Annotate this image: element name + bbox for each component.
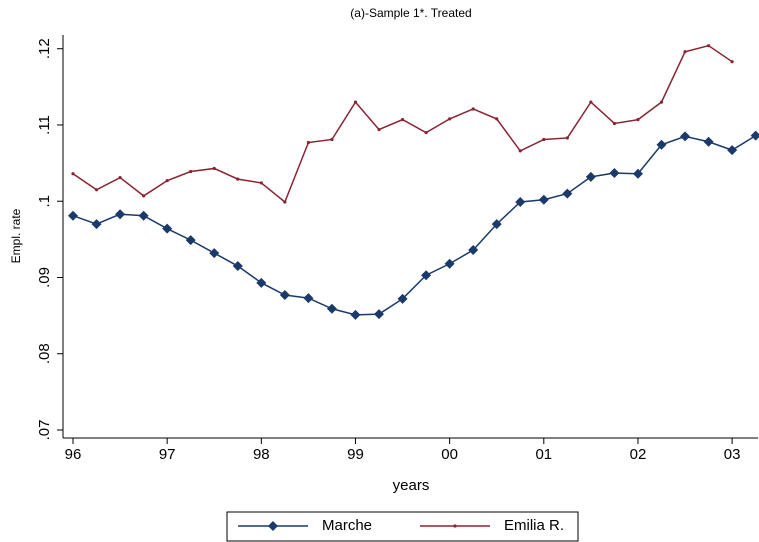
data-point: [750, 130, 759, 141]
data-point: [209, 248, 220, 259]
data-point: [424, 131, 428, 135]
data-point: [162, 223, 173, 234]
chart-title: (a)-Sample 1*. Treated: [350, 6, 471, 20]
data-point: [542, 137, 546, 142]
data-point: [706, 44, 711, 48]
data-point: [491, 219, 502, 230]
data-point: [138, 210, 149, 221]
data-point: [612, 121, 617, 126]
data-point: [374, 309, 385, 320]
data-point: [91, 219, 102, 230]
data-point: [118, 175, 122, 180]
data-point: [400, 118, 405, 122]
legend-marker: [453, 524, 457, 528]
data-point: [115, 209, 126, 220]
y-tick-label: .07: [36, 420, 53, 441]
x-tick-label: 02: [630, 446, 647, 463]
data-point: [656, 139, 667, 150]
y-tick-label: .09: [36, 267, 53, 288]
data-point: [562, 188, 573, 199]
data-point: [232, 261, 243, 272]
data-point: [518, 149, 522, 153]
data-point: [68, 210, 78, 221]
data-point: [353, 100, 358, 104]
data-point: [189, 169, 193, 174]
data-point: [632, 168, 643, 179]
data-point: [279, 290, 290, 301]
y-tick-label: .11: [36, 115, 53, 135]
data-point: [306, 140, 310, 145]
x-tick-label: 98: [253, 446, 270, 463]
x-tick-label: 97: [159, 446, 176, 463]
data-point: [212, 166, 216, 171]
data-point: [515, 196, 526, 207]
data-point: [185, 235, 196, 246]
data-point: [683, 50, 687, 54]
data-point: [94, 188, 99, 192]
data-point: [609, 168, 620, 179]
data-point: [259, 181, 263, 185]
data-point: [444, 258, 455, 269]
x-tick-label: 03: [724, 446, 741, 463]
x-axis-label: years: [393, 477, 430, 494]
legend-marker: [268, 521, 278, 531]
data-point: [236, 177, 240, 181]
data-point: [703, 136, 714, 147]
y-tick-label: .12: [36, 38, 53, 59]
data-point: [350, 309, 361, 320]
data-point: [680, 131, 691, 142]
data-point: [565, 136, 569, 140]
data-point: [377, 127, 381, 132]
x-tick-label: 99: [347, 446, 364, 463]
data-point: [538, 194, 549, 205]
data-point: [303, 293, 314, 304]
data-point: [636, 118, 640, 122]
data-point: [165, 179, 169, 183]
data-point: [397, 293, 408, 304]
data-point: [256, 277, 267, 288]
data-point: [589, 100, 593, 104]
data-point: [283, 200, 287, 204]
legend-label: Marche: [322, 517, 372, 534]
data-point: [421, 270, 432, 281]
y-axis-label: Empl. rate: [9, 208, 23, 263]
data-point: [71, 172, 75, 176]
data-point: [727, 145, 738, 156]
x-tick-label: 01: [535, 446, 552, 463]
data-point: [448, 117, 452, 121]
y-tick-label: .1: [36, 195, 53, 208]
y-tick-label: .08: [36, 343, 53, 364]
x-tick-label: 96: [65, 446, 82, 463]
data-point: [659, 100, 664, 104]
legend-label: Emilia R.: [504, 517, 564, 534]
data-point: [585, 171, 596, 182]
data-point: [326, 303, 337, 314]
series-line: [72, 44, 733, 204]
data-point: [471, 107, 475, 111]
data-point: [330, 137, 334, 142]
data-point: [468, 245, 479, 256]
series-line: [72, 135, 757, 316]
x-tick-label: 00: [441, 446, 458, 463]
data-point: [142, 194, 146, 198]
data-point: [495, 117, 499, 121]
data-point: [730, 60, 734, 64]
